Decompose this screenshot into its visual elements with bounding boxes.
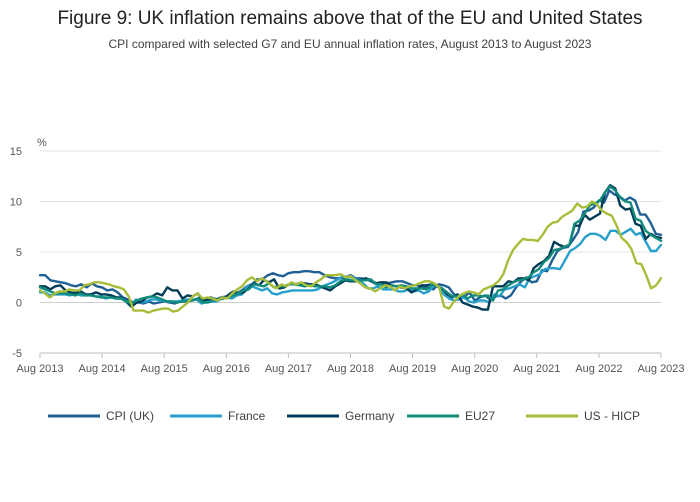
x-tick-label: Aug 2017: [265, 363, 312, 375]
x-tick-label: Aug 2014: [79, 363, 126, 375]
y-tick-label: 10: [10, 197, 22, 209]
chart-title: Figure 9: UK inflation remains above tha…: [57, 8, 642, 29]
legend-label: EU27: [465, 409, 495, 423]
legend-label: US - HICP: [584, 409, 640, 423]
series-lines: [38, 184, 663, 314]
gridlines: [40, 150, 661, 354]
y-tick-label: -5: [12, 348, 22, 360]
x-tick-label: Aug 2013: [16, 363, 63, 375]
x-tick-label: Aug 2018: [327, 363, 374, 375]
series-line-3: [38, 185, 663, 305]
y-tick-label: 15: [10, 146, 22, 158]
y-tick-label: 0: [16, 298, 22, 310]
legend-label: France: [228, 409, 266, 423]
legend-item-4: US - HICP: [526, 409, 640, 423]
x-tick-label: Aug 2021: [513, 363, 560, 375]
y-axis-label: %: [37, 137, 47, 149]
chart-subtitle: CPI compared with selected G7 and EU ann…: [109, 37, 592, 51]
legend-label: Germany: [345, 409, 394, 423]
y-tick-label: 5: [16, 247, 22, 259]
x-tick-label: Aug 2016: [203, 363, 250, 375]
legend-item-0: CPI (UK): [48, 409, 154, 423]
x-tick-label: Aug 2015: [141, 363, 188, 375]
x-axis-ticks: Aug 2013 Aug 2014 Aug 2015 Aug 2016 Aug 2017…: [16, 352, 685, 375]
legend-label: CPI (UK): [106, 409, 154, 423]
series-line-1: [38, 227, 663, 308]
x-tick-label: Aug 2019: [389, 363, 436, 375]
series-line-0: [38, 189, 663, 305]
y-axis-ticks: -5 0 5 10 15: [10, 146, 22, 360]
series-line-4: [38, 200, 663, 314]
x-tick-label: Aug 2023: [637, 363, 684, 375]
legend-item-1: France: [170, 409, 266, 423]
legend-item-2: Germany: [287, 409, 394, 423]
legend-item-3: EU27: [407, 409, 495, 423]
x-tick-label: Aug 2020: [451, 363, 498, 375]
x-tick-label: Aug 2022: [575, 363, 622, 375]
legend: CPI (UK) France Germany EU27 US - HICP: [48, 409, 640, 423]
